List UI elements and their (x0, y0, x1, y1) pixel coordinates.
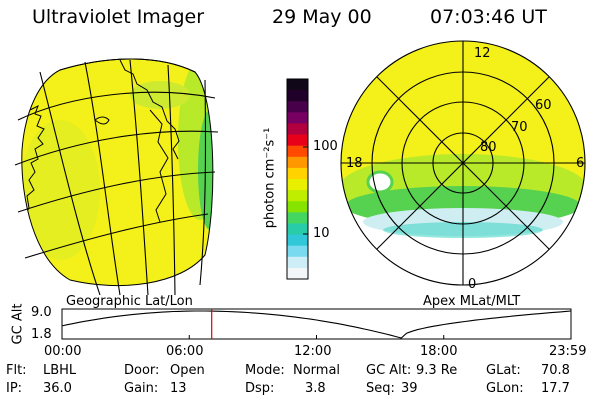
colorbar-tick-10: 10 (313, 226, 330, 241)
colorbar-label: photon cm⁻²s⁻¹ (262, 127, 278, 229)
mlat-label-70: 70 (511, 120, 528, 135)
colorbar-segment (287, 256, 308, 269)
polar-map (340, 40, 586, 286)
aurora-patch-left (130, 81, 190, 109)
colorbar-segment (287, 190, 308, 202)
dsp-value: 3.8 (305, 381, 326, 396)
mlt-label-top: 12 (474, 46, 491, 61)
mode-label: Mode: (245, 363, 285, 378)
colorbar-segment (287, 134, 308, 147)
timeline-ytick-max: 9.0 (31, 305, 52, 320)
colorbar-segment (287, 212, 308, 225)
colorbar-segment (287, 90, 308, 102)
gcalt-value: 9.3 Re (416, 363, 458, 378)
ip-label: IP: (6, 381, 23, 396)
colorbar-segment (287, 79, 308, 91)
mlat-label-60: 60 (535, 98, 552, 113)
glon-label: GLon: (486, 381, 524, 396)
colorbar-segment (287, 123, 308, 136)
colorbar-segment (287, 267, 308, 280)
mode-value: Normal (293, 363, 341, 378)
gain-value: 13 (170, 381, 187, 396)
flt-value: LBHL (43, 363, 77, 378)
gain-label: Gain: (124, 381, 159, 396)
colorbar-segment (287, 101, 308, 113)
timeline-xtick-1: 06:00 (166, 344, 204, 359)
colorbar (286, 78, 309, 280)
flt-label: Flt: (6, 363, 27, 378)
dsp-label: Dsp: (245, 381, 275, 396)
door-label: Door: (124, 363, 160, 378)
colorbar-segment (287, 234, 308, 247)
mlt-label-right: 6 (576, 156, 585, 171)
mlt-label-left: 18 (346, 156, 363, 171)
geographic-map-title: Geographic Lat/Lon (66, 294, 193, 309)
timeline-xtick-3: 18:00 (420, 344, 458, 359)
coastline-west (23, 104, 45, 217)
seq-value: 39 (401, 381, 418, 396)
mlt-label-bottom: 0 (468, 277, 477, 292)
aurora-band-left-west (21, 120, 100, 260)
geographic-map (14, 58, 219, 296)
colorbar-segment (287, 145, 308, 158)
door-value: Open (170, 363, 205, 378)
time-label: 07:03:46 UT (430, 6, 547, 28)
aurora-edge-left (198, 110, 213, 230)
glat-label: GLat: (486, 363, 521, 378)
aurora-spot-left (366, 170, 394, 194)
timeline-xtick-0: 00:00 (44, 344, 82, 359)
colorbar-frame (286, 78, 309, 280)
mlat-mlt-grid (340, 40, 586, 286)
ip-value: 36.0 (43, 381, 72, 396)
timeline-xtick-4: 23:59 (549, 344, 587, 359)
colorbar-segment (287, 112, 308, 125)
gcalt-label: GC Alt: (366, 363, 412, 378)
colorbar-tick-100: 100 (313, 139, 338, 154)
colorbar-segment (287, 245, 308, 258)
island-outline (94, 116, 110, 125)
timeline-ytick-min: 1.8 (31, 327, 52, 342)
colorbar-segment (287, 167, 308, 180)
mlat-label-80: 80 (480, 140, 497, 155)
colorbar-segment (287, 223, 308, 236)
glon-value: 17.7 (541, 381, 570, 396)
date-label: 29 May 00 (272, 6, 372, 28)
timeline-xtick-2: 12:00 (294, 344, 332, 359)
seq-label: Seq: (366, 381, 395, 396)
colorbar-segment (287, 156, 308, 169)
orbit-timeline (61, 308, 572, 340)
polar-map-title: Apex MLat/MLT (423, 294, 521, 309)
instrument-title: Ultraviolet Imager (32, 6, 205, 28)
earth-limb (21, 58, 214, 287)
altitude-curve (61, 310, 572, 339)
timeline-tick-marks (61, 335, 572, 339)
coastline-east (149, 109, 169, 223)
timeline-ylabel: GC Alt (10, 303, 26, 345)
colorbar-segment (287, 179, 308, 191)
glat-value: 70.8 (541, 363, 570, 378)
colorbar-segment (287, 201, 308, 213)
